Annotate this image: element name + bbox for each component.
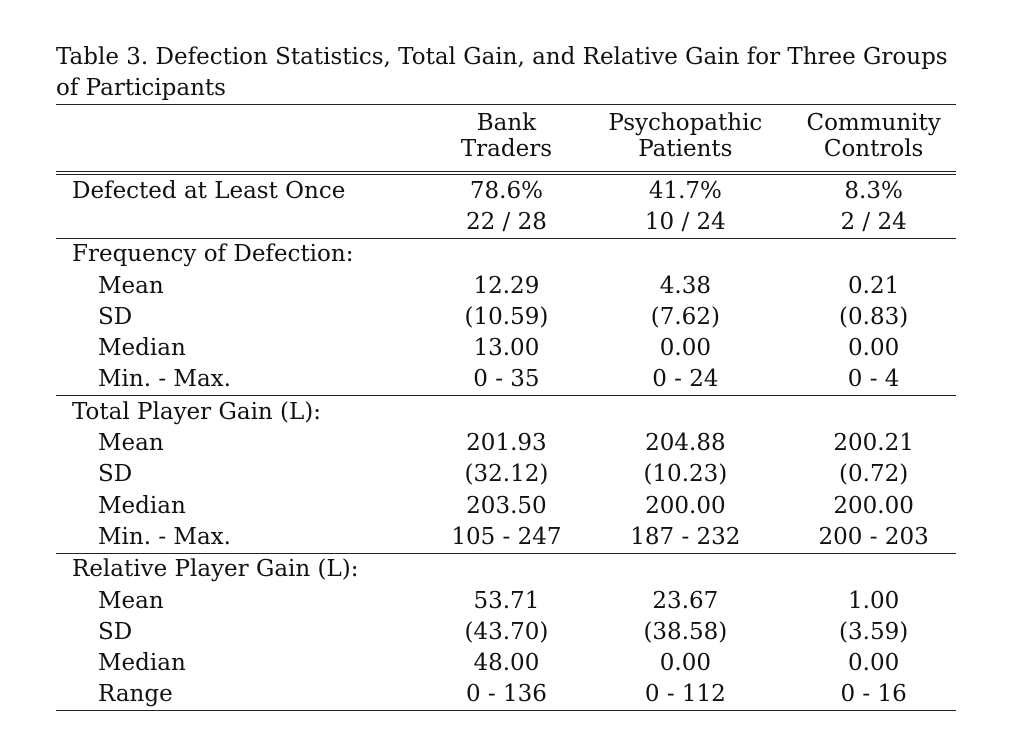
- header-bank-traders-line2: Traders: [433, 136, 580, 175]
- row-label: SD: [98, 303, 133, 330]
- table-cell: 48.00: [473, 650, 540, 677]
- row-label: SD: [98, 461, 133, 488]
- table-cell: (32.12): [464, 461, 549, 488]
- header-community-controls-line1: Community: [791, 104, 956, 136]
- statistics-table: Bank Psychopathic Community Traders Pati…: [56, 104, 956, 712]
- row-label: Median: [98, 492, 186, 519]
- table-cell: 203.50: [466, 492, 547, 519]
- table-caption: Table 3. Defection Statistics, Total Gai…: [56, 44, 948, 101]
- table-cell: 0 - 24: [652, 366, 719, 393]
- table-cell: 0 - 35: [473, 366, 540, 393]
- row-label: SD: [98, 618, 133, 645]
- table-row: SD (32.12) (10.23) (0.72): [56, 459, 956, 490]
- section-title: Relative Player Gain (L):: [56, 552, 956, 585]
- table-cell: 0.21: [848, 272, 900, 299]
- section-title: Frequency of Defection:: [56, 237, 956, 270]
- table-row: 22 / 28 10 / 24 2 / 24: [56, 206, 956, 238]
- table-cell: 22 / 28: [465, 208, 547, 235]
- table-cell: (38.58): [643, 618, 728, 645]
- table-row: Mean 12.29 4.38 0.21: [56, 270, 956, 301]
- table-cell: (0.72): [839, 461, 909, 488]
- table-cell: (10.59): [464, 303, 549, 330]
- header-psychopathic-patients-line2: Patients: [579, 136, 792, 175]
- table-cell: 1.00: [848, 587, 900, 614]
- row-label: Min. - Max.: [98, 523, 231, 550]
- table-cell: 187 - 232: [630, 523, 741, 550]
- table-row: Defected at Least Once 78.6% 41.7% 8.3%: [56, 173, 956, 206]
- table-cell: 0 - 136: [433, 678, 580, 712]
- table-row: Min. - Max. 0 - 35 0 - 24 0 - 4: [56, 364, 956, 396]
- table-cell: 8.3%: [844, 177, 903, 204]
- table-cell: 0.00: [848, 335, 900, 362]
- table-cell: 0 - 4: [847, 366, 900, 393]
- row-label: Defected at Least Once: [72, 177, 346, 204]
- table-cell: 4.38: [659, 272, 711, 299]
- table-cell: (0.83): [839, 303, 909, 330]
- table-cell: 10 / 24: [644, 208, 726, 235]
- table-cell: (7.62): [650, 303, 720, 330]
- table-cell: 0.00: [659, 335, 711, 362]
- header-bank-traders-line1: Bank: [433, 104, 580, 136]
- table-cell: (3.59): [839, 618, 909, 645]
- table-cell: 204.88: [645, 430, 726, 457]
- table-cell: 0 - 112: [579, 678, 792, 712]
- table-row: Mean 53.71 23.67 1.00: [56, 585, 956, 616]
- row-label: Mean: [98, 272, 164, 299]
- table-cell: 0.00: [659, 650, 711, 677]
- table-row: Median 48.00 0.00 0.00: [56, 647, 956, 678]
- table-row: SD (10.59) (7.62) (0.83): [56, 301, 956, 332]
- header-row: Traders Patients Controls: [56, 136, 956, 175]
- table-cell: 0 - 16: [791, 678, 956, 712]
- table-cell: (43.70): [464, 618, 549, 645]
- section-header-row: Relative Player Gain (L):: [56, 552, 956, 585]
- header-blank: [56, 136, 434, 175]
- section-header-row: Total Player Gain (L):: [56, 395, 956, 428]
- table-cell: 23.67: [652, 587, 719, 614]
- table-cell: 13.00: [473, 335, 540, 362]
- header-row: Bank Psychopathic Community: [56, 104, 956, 136]
- row-label: Mean: [98, 430, 164, 457]
- header-community-controls-line2: Controls: [791, 136, 956, 175]
- table-cell: 78.6%: [469, 177, 543, 204]
- table-row: SD (43.70) (38.58) (3.59): [56, 616, 956, 647]
- section-title: Total Player Gain (L):: [56, 395, 956, 428]
- table-cell: 200.00: [833, 492, 914, 519]
- row-label: Min. - Max.: [98, 366, 231, 393]
- table-cell: (10.23): [643, 461, 728, 488]
- table-cell: 200.00: [645, 492, 726, 519]
- row-label: Mean: [98, 587, 164, 614]
- table-cell: 105 - 247: [451, 523, 562, 550]
- table-cell: 12.29: [473, 272, 540, 299]
- row-label-blank: [56, 206, 433, 238]
- table-cell: 41.7%: [648, 177, 722, 204]
- header-psychopathic-patients-line1: Psychopathic: [579, 104, 792, 136]
- table-row: Median 13.00 0.00 0.00: [56, 332, 956, 363]
- header-blank: [56, 104, 434, 136]
- table-cell: 53.71: [473, 587, 540, 614]
- table-cell: 200.21: [833, 430, 914, 457]
- table-row: Range 0 - 136 0 - 112 0 - 16: [56, 678, 956, 712]
- table-row: Mean 201.93 204.88 200.21: [56, 427, 956, 458]
- table-cell: 200 - 203: [818, 523, 929, 550]
- table-cell: 2 / 24: [840, 208, 907, 235]
- row-label: Median: [98, 650, 186, 677]
- row-label: Median: [98, 335, 186, 362]
- table-row: Min. - Max. 105 - 247 187 - 232 200 - 20…: [56, 521, 956, 553]
- table-cell: 201.93: [466, 430, 547, 457]
- table-cell: 0.00: [848, 650, 900, 677]
- row-label: Range: [56, 678, 434, 712]
- table-row: Median 203.50 200.00 200.00: [56, 490, 956, 521]
- section-header-row: Frequency of Defection:: [56, 237, 956, 270]
